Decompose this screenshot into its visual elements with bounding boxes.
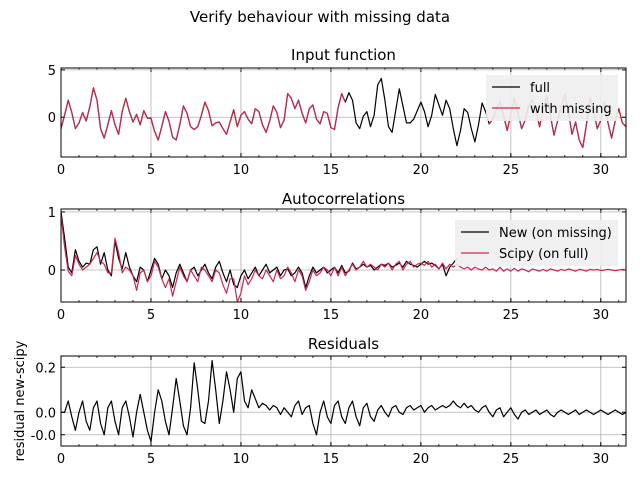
x-tick-label: 5: [147, 308, 155, 323]
legend-label: full: [530, 81, 550, 96]
legend-label: with missing: [530, 102, 612, 117]
y-tick-label: 0.0: [35, 406, 56, 421]
panel-title: Autocorrelations: [282, 190, 405, 208]
x-tick-label: 30: [593, 452, 610, 467]
y-tick-label: 0: [48, 264, 56, 279]
y-tick-label: 1: [48, 206, 56, 221]
series-line-1: [61, 359, 626, 443]
y-tick-label: -0.0: [31, 429, 56, 444]
y-tick-label: 5: [48, 64, 56, 79]
x-tick-label: 25: [503, 163, 520, 178]
legend-box: [455, 220, 618, 266]
x-tick-label: 5: [147, 163, 155, 178]
axes-frame: [60, 67, 627, 158]
legend-box: [486, 75, 618, 121]
x-tick-label: 20: [413, 308, 430, 323]
figure-suptitle: Verify behaviour with missing data: [190, 8, 450, 26]
panel-title: Residuals: [308, 335, 379, 353]
x-tick-label: 30: [593, 163, 610, 178]
x-tick-label: 10: [233, 308, 250, 323]
x-tick-label: 25: [503, 452, 520, 467]
x-tick-label: 30: [593, 308, 610, 323]
x-tick-label: 0: [57, 163, 65, 178]
x-tick-label: 10: [233, 452, 250, 467]
axes-frame: [60, 355, 627, 447]
series-group: [61, 359, 626, 443]
x-tick-label: 10: [233, 163, 250, 178]
legend: New (on missing) Scipy (on full): [455, 220, 618, 266]
panel-2: Autocorrelations 0 5 10 15 20 25 30 0 1 New (on mi…: [48, 190, 627, 323]
panel-3: Residuals 0 5 10 15 20 25 30 -0.0 0.0 0.2 residual …: [13, 335, 627, 467]
series-line-2: [61, 214, 626, 302]
panel-title: Input function: [291, 46, 396, 64]
series-group: [61, 211, 626, 302]
x-tick-label: 5: [147, 452, 155, 467]
x-tick-label: 15: [323, 308, 340, 323]
series-line-2: [61, 87, 346, 141]
legend: full with missing: [486, 75, 618, 121]
x-tick-label: 0: [57, 452, 65, 467]
panel-1: Input function 0 5 10 15 20 25 30 0 5 full with mis…: [48, 46, 627, 178]
x-tick-label: 20: [413, 452, 430, 467]
x-tick-label: 0: [57, 308, 65, 323]
legend-label: Scipy (on full): [499, 247, 589, 262]
x-tick-label: 15: [323, 452, 340, 467]
x-tick-label: 15: [323, 163, 340, 178]
axes-frame: [60, 208, 627, 303]
x-tick-label: 20: [413, 163, 430, 178]
y-tick-label: 0.2: [35, 361, 56, 376]
legend-label: New (on missing): [499, 226, 612, 241]
y-tick-label: 0: [48, 111, 56, 126]
x-tick-label: 25: [503, 308, 520, 323]
y-axis-label: residual new-scipy: [13, 340, 28, 461]
